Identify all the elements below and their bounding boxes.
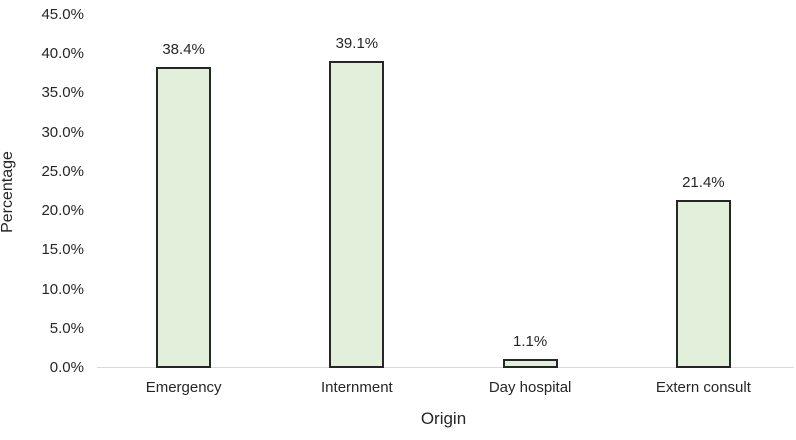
bar-value-label: 1.1% <box>513 333 548 351</box>
x-category-label: Emergency <box>145 379 222 396</box>
x-axis-line <box>97 367 794 368</box>
y-tick-label: 45.0% <box>41 6 84 23</box>
y-tick-label: 40.0% <box>41 45 84 63</box>
y-tick-label: 10.0% <box>41 280 84 298</box>
y-tick-label: 5.0% <box>49 319 84 337</box>
x-category-label: Day hospital <box>488 379 572 396</box>
y-tick-label: 20.0% <box>41 202 84 220</box>
y-tick-label: 0.0% <box>49 359 84 376</box>
plot-area <box>97 15 790 368</box>
y-tick-label: 25.0% <box>41 162 84 180</box>
y-tick-label: 30.0% <box>41 123 84 141</box>
bar <box>675 200 731 368</box>
bar-value-label: 39.1% <box>335 35 379 53</box>
x-category-label: Extern consult <box>655 379 751 396</box>
bar-value-label: 21.4% <box>682 174 725 192</box>
y-tick-label: 35.0% <box>41 84 84 102</box>
x-category-label: Internment <box>321 379 393 396</box>
bar <box>329 61 385 368</box>
x-axis-title: Origin <box>420 409 467 428</box>
bar-value-label: 38.4% <box>162 40 205 58</box>
bar <box>156 66 212 368</box>
bar <box>502 359 558 368</box>
y-tick-label: 15.0% <box>41 241 84 259</box>
